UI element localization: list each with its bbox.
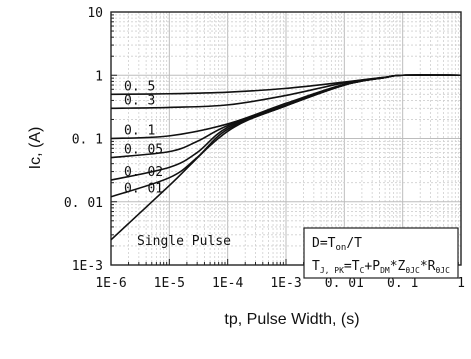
x-tick-label: 0. 1	[387, 276, 418, 291]
x-tick-label: 0. 01	[325, 276, 364, 291]
y-tick-label: 1	[95, 69, 103, 84]
series-label-0-02: 0. 02	[124, 165, 163, 180]
series-label-0-1: 0. 1	[124, 124, 155, 139]
x-tick-label: 1E-3	[270, 276, 301, 291]
y-tick-label: 10	[87, 6, 103, 21]
legend-line-formula: TJ, PK=TC+PDM*ZθJC*RθJC	[312, 259, 450, 275]
series-labels: 0. 50. 3 0. 1 0. 05 0. 02 0. 01 Single Pulse	[124, 79, 231, 249]
x-tick-label: 1E-5	[154, 276, 185, 291]
series-label-0-5: 0. 5	[124, 79, 155, 94]
axis-ticks: 1E-6 1E-5 1E-4 1E-3 0. 01 0. 1 1 1E-3 0. 01 0. 1 1…	[64, 6, 465, 291]
series-label-0-3: 0. 3	[124, 93, 155, 108]
series-lines	[110, 74, 462, 241]
legend-line-duty: D=Ton/T	[312, 236, 362, 253]
y-tick-label: 1E-3	[72, 259, 103, 274]
legend-box	[303, 227, 459, 279]
x-axis-label: tp, Pulse Width, (s)	[224, 311, 359, 328]
y-axis-label: Ic, (A)	[27, 127, 44, 170]
y-tick-label: 0. 01	[64, 196, 103, 211]
series-line-single-pulse	[110, 74, 462, 241]
series-label-0-01: 0. 01	[124, 182, 163, 197]
x-tick-label: 1	[457, 276, 465, 291]
series-label-0-05: 0. 05	[124, 143, 163, 158]
x-tick-label: 1E-6	[95, 276, 126, 291]
y-tick-label: 0. 1	[72, 133, 103, 148]
x-tick-label: 1E-4	[212, 276, 243, 291]
grid	[110, 11, 462, 266]
series-label-single-pulse: Single Pulse	[137, 234, 231, 249]
